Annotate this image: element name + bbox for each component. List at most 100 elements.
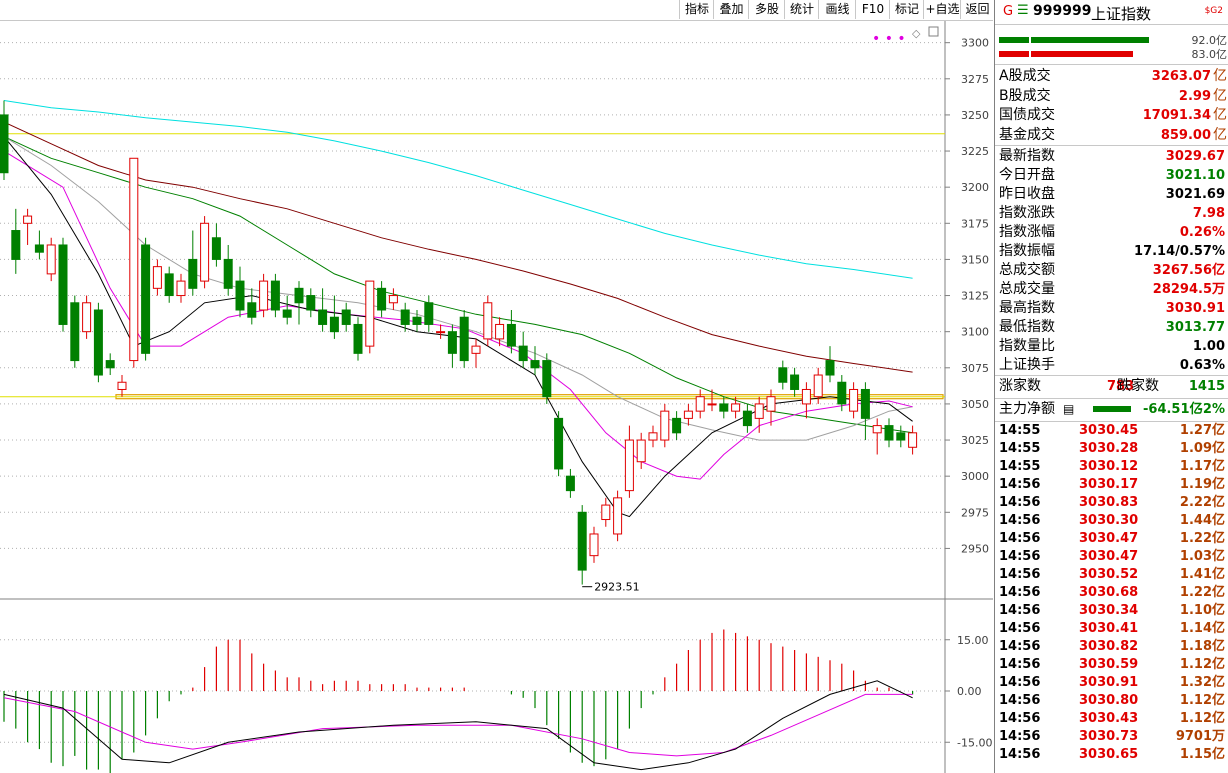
list-icon[interactable]: ▤ <box>1063 402 1075 416</box>
tick-amount: 1.19亿 <box>1179 477 1225 492</box>
candle-body <box>742 410 752 427</box>
tick-row: 14:56 3030.17 1.19亿 <box>995 476 1227 494</box>
candle-body <box>624 439 634 492</box>
volume-bar-green-divider <box>1029 37 1031 43</box>
toolbar-button-3[interactable]: 统计 <box>784 0 819 19</box>
tick-price: 3030.43 <box>1079 711 1139 726</box>
tick-price: 3030.52 <box>1079 567 1139 582</box>
quote-header: G ☰ 999999 上证指数 $G2 <box>995 0 1228 25</box>
mode-letter[interactable]: G <box>1003 4 1014 19</box>
candle-body <box>695 396 705 412</box>
market-volume-row: 基金成交 859.00 亿 <box>997 126 1227 145</box>
tick-time: 14:56 <box>999 513 1041 528</box>
candle-body <box>11 230 21 260</box>
tick-amount: 9701万 <box>1175 729 1225 744</box>
candle-body <box>707 403 717 406</box>
index-stat-row: 指数振幅 17.14/0.57% <box>997 242 1227 261</box>
tick-time: 14:56 <box>999 675 1041 690</box>
market-volume-label: 基金成交 <box>999 126 1055 143</box>
toolbar-button-8[interactable]: 返回 <box>960 0 994 19</box>
kline-chart[interactable]: 2950 2975 3000 3025 3050 3075 3100 3125 3150 3175… <box>0 21 993 773</box>
tick-row: 14:56 3030.30 1.44亿 <box>995 512 1227 530</box>
candle-body <box>34 244 44 253</box>
macd-tick-label: -15.00 <box>957 736 992 749</box>
index-stat-row: 上证换手 0.63% <box>997 356 1227 375</box>
market-volume-value: 17091.34 <box>1142 108 1211 123</box>
index-stat-row: 最高指数 3030.91 <box>997 299 1227 318</box>
candle-body <box>766 396 776 412</box>
index-stat-row: 指数量比 1.00 <box>997 337 1227 356</box>
candle-body <box>318 309 328 325</box>
candle-body <box>471 345 481 354</box>
candle-body <box>849 388 859 412</box>
candle-body <box>235 280 245 311</box>
ma-gray-line <box>3 136 913 441</box>
tick-time: 14:55 <box>999 441 1041 456</box>
candle-body <box>211 237 221 260</box>
candle-body <box>896 432 906 441</box>
toolbar-button-7[interactable]: +自选 <box>923 0 961 19</box>
tick-row: 14:56 3030.47 1.03亿 <box>995 548 1227 566</box>
toolbar-button-2[interactable]: 多股 <box>748 0 785 19</box>
market-volume-unit: 亿 <box>1213 107 1227 123</box>
tick-row: 14:56 3030.73 9701万 <box>995 728 1227 746</box>
down-count-label: 跌家数 <box>1117 378 1159 394</box>
market-volume-unit: 亿 <box>1213 126 1227 143</box>
market-volume-label: A股成交 <box>999 68 1051 84</box>
toolbar-button-6[interactable]: 标记 <box>889 0 924 19</box>
ma-brown-line <box>3 121 913 373</box>
menu-icon[interactable]: ☰ <box>1017 3 1029 18</box>
candle-body <box>93 309 103 376</box>
candle-body <box>282 309 292 318</box>
tick-price: 3030.41 <box>1079 621 1139 636</box>
tick-time: 14:55 <box>999 459 1041 474</box>
candle-body <box>825 360 835 376</box>
tick-price: 3030.47 <box>1079 549 1139 564</box>
candle-body <box>200 222 210 282</box>
index-stat-value: 3029.67 <box>1165 149 1225 164</box>
index-stat-value: 0.26% <box>1179 225 1225 240</box>
price-tick-label: 3300 <box>961 37 989 50</box>
tick-time: 14:56 <box>999 657 1041 672</box>
tick-row: 14:56 3030.91 1.32亿 <box>995 674 1227 692</box>
tick-price: 3030.91 <box>1079 675 1139 690</box>
tick-price: 3030.83 <box>1079 495 1139 510</box>
candle-body <box>353 323 363 354</box>
tick-row: 14:56 3030.80 1.12亿 <box>995 692 1227 710</box>
volume-bar-green <box>999 37 1149 43</box>
tick-row: 14:55 3030.28 1.09亿 <box>995 440 1227 458</box>
tick-row: 14:55 3030.45 1.27亿 <box>995 422 1227 440</box>
tick-time: 14:56 <box>999 711 1041 726</box>
price-tick-label: 3000 <box>961 470 989 483</box>
price-tick-label: 3075 <box>961 362 989 375</box>
toolbar-button-0[interactable]: 指标 <box>679 0 714 19</box>
security-name: 上证指数 <box>1091 5 1152 23</box>
candle-body <box>129 157 139 362</box>
candle-body <box>542 360 552 398</box>
candle-body <box>164 273 174 297</box>
candle-body <box>294 287 304 304</box>
market-volume-value: 3263.07 <box>1151 69 1211 84</box>
chart-toolbar: 指标 叠加 多股 统计 画线 F10 标记 +自选 返回 <box>0 0 993 21</box>
index-stat-value: 3021.69 <box>1165 187 1225 202</box>
candle-body <box>23 215 33 224</box>
main-force-bar <box>1093 406 1131 412</box>
candle-body <box>813 374 823 398</box>
price-tick-label: 3275 <box>961 73 989 86</box>
toolbar-button-4[interactable]: 画线 <box>818 0 856 19</box>
toolbar-button-1[interactable]: 叠加 <box>713 0 749 19</box>
indicator-dots: • • • <box>872 31 906 47</box>
tick-time: 14:56 <box>999 639 1041 654</box>
toolbar-button-5[interactable]: F10 <box>855 0 890 19</box>
price-tick-label: 3175 <box>961 217 989 230</box>
candle-body <box>152 266 162 289</box>
index-stat-value: 17.14/0.57% <box>1134 244 1225 259</box>
tick-amount: 1.27亿 <box>1179 423 1225 438</box>
price-tick-label: 2975 <box>961 506 989 519</box>
diamond-icon: ◇ <box>912 27 921 40</box>
tick-time: 14:56 <box>999 549 1041 564</box>
window-toggle-icon <box>928 26 939 37</box>
candle-body <box>70 302 80 362</box>
index-stat-value: 1.00 <box>1192 339 1225 354</box>
index-stat-row: 今日开盘 3021.10 <box>997 166 1227 185</box>
